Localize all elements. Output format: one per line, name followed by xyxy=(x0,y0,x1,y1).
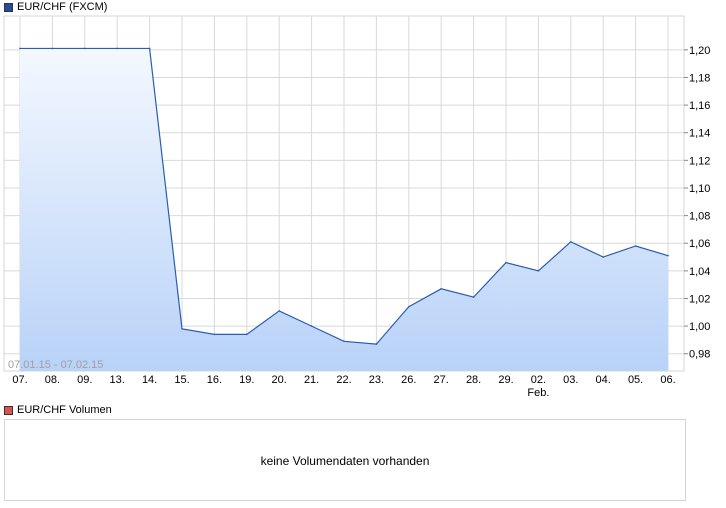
y-tick-label: 1,04 xyxy=(689,266,710,278)
area-fill xyxy=(20,48,668,371)
data-point xyxy=(181,328,183,330)
y-tick-label: 1,02 xyxy=(689,293,710,305)
x-tick-label: 02. xyxy=(531,374,546,386)
x-tick-label: 13. xyxy=(110,374,125,386)
data-point xyxy=(634,245,637,247)
price-chart: 0,98 1,00 1,02 1,04 1,06 1,08 1,10 1,12 1,14 1,16… xyxy=(3,15,710,399)
y-axis-ticks: 0,98 1,00 1,02 1,04 1,06 1,08 1,10 1,12 1,14 1,16… xyxy=(684,45,710,361)
data-point xyxy=(537,270,540,272)
x-tick-label: 27. xyxy=(434,374,449,386)
data-point xyxy=(246,333,248,336)
volume-legend: EUR/CHF Volumen xyxy=(4,403,112,417)
volume-empty-message: keine Volumendaten vorhanden xyxy=(260,454,430,468)
data-point xyxy=(505,261,507,264)
x-month-label: Feb. xyxy=(527,387,549,399)
x-tick-label: 26. xyxy=(401,374,416,386)
data-points xyxy=(19,47,669,345)
data-point xyxy=(310,325,313,327)
volume-legend-label: EUR/CHF Volumen xyxy=(17,404,112,416)
y-tick-label: 0,98 xyxy=(689,349,710,361)
x-tick-label: 08. xyxy=(45,374,60,386)
main-legend-swatch xyxy=(4,2,13,12)
x-tick-label: 06. xyxy=(660,374,675,386)
data-point xyxy=(375,343,378,345)
x-tick-label: 20. xyxy=(272,374,287,386)
x-tick-label: 09. xyxy=(77,374,92,386)
x-tick-label: 16. xyxy=(207,374,222,386)
y-tick-label: 1,16 xyxy=(689,100,710,112)
main-chart-legend: EUR/CHF (FXCM) xyxy=(4,0,107,14)
x-tick-label: 23. xyxy=(369,374,384,386)
x-tick-label: 03. xyxy=(563,374,578,386)
data-point xyxy=(116,47,118,50)
x-tick-label: 21. xyxy=(304,374,319,386)
y-tick-label: 1,20 xyxy=(689,45,710,57)
y-tick-label: 1,08 xyxy=(689,211,710,223)
data-point xyxy=(51,47,54,50)
x-tick-label: 07. xyxy=(12,374,27,386)
y-tick-label: 1,06 xyxy=(689,238,710,250)
data-point xyxy=(408,305,410,308)
date-range-label: 07.01.15 - 07.02.15 xyxy=(8,359,103,371)
volume-legend-swatch xyxy=(4,405,13,415)
x-tick-label: 04. xyxy=(596,374,611,386)
x-tick-label: 15. xyxy=(174,374,189,386)
x-tick-label: 28. xyxy=(466,374,481,386)
x-tick-label: 14. xyxy=(142,374,157,386)
y-tick-label: 1,00 xyxy=(689,321,710,333)
data-point xyxy=(343,340,345,343)
y-tick-label: 1,12 xyxy=(689,155,710,167)
data-point xyxy=(667,254,669,257)
data-point xyxy=(148,47,151,50)
y-tick-label: 1,14 xyxy=(689,128,710,140)
data-point xyxy=(472,296,475,298)
data-point xyxy=(84,47,86,50)
main-legend-label: EUR/CHF (FXCM) xyxy=(17,1,108,13)
volume-panel: keine Volumendaten vorhanden xyxy=(4,419,686,501)
data-point xyxy=(440,288,443,290)
y-tick-label: 1,18 xyxy=(689,72,710,84)
x-tick-label: 29. xyxy=(498,374,513,386)
x-tick-label: 19. xyxy=(239,374,254,386)
data-point xyxy=(278,310,281,312)
x-tick-label: 05. xyxy=(628,374,643,386)
x-axis-ticks: 07. 08. 09. 13. 14. 15. 16. 19. 20. 21. 22. 23. 26. 2… xyxy=(12,374,675,399)
data-point xyxy=(602,256,604,258)
x-tick-label: 22. xyxy=(336,374,351,386)
data-point xyxy=(19,47,21,50)
data-point xyxy=(213,333,216,336)
data-point xyxy=(570,241,572,243)
y-tick-label: 1,10 xyxy=(689,183,710,195)
